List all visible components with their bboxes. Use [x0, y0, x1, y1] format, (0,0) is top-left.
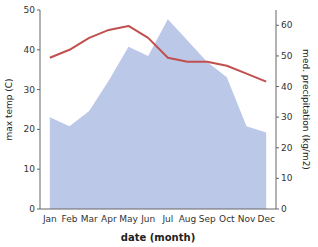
y-tick: [37, 129, 40, 130]
x-tick-label: Jan: [42, 214, 57, 224]
y-tick-label: 20: [24, 124, 36, 134]
y-tick-label: 0: [29, 204, 35, 214]
x-tick-label: Oct: [219, 214, 235, 224]
y2-tick: [276, 117, 279, 118]
y2-tick: [276, 86, 279, 87]
x-tick-label: May: [119, 214, 138, 224]
precipitation-area: [50, 19, 266, 209]
y-tick: [37, 169, 40, 170]
y-tick-label: 30: [24, 85, 36, 95]
y2-tick: [276, 178, 279, 179]
y2-tick: [276, 25, 279, 26]
y2-tick-label: 50: [281, 51, 293, 61]
x-tick-label: Aug: [179, 214, 197, 224]
y2-tick: [276, 147, 279, 148]
y2-axis-label: med. precipitation (kg/m2): [301, 49, 311, 170]
y-tick-label: 50: [24, 5, 36, 15]
x-axis-label: date (month): [121, 232, 195, 243]
plot-data: [50, 19, 266, 209]
x-tick-label: Sep: [199, 214, 216, 224]
x-tick-label: Feb: [62, 214, 78, 224]
y2-tick: [276, 55, 279, 56]
y-tick: [37, 209, 40, 210]
y2-tick-label: 30: [281, 112, 293, 122]
y-tick: [37, 10, 40, 11]
chart-container: 010203040500102030405060JanFebMarAprMayJ…: [0, 0, 318, 247]
y-tick-label: 40: [24, 45, 36, 55]
y2-axis-line: [276, 10, 277, 209]
x-axis-line: [40, 209, 276, 210]
y2-tick: [276, 209, 279, 210]
x-tick-label: Jun: [140, 214, 155, 224]
y-axis-label: max temp (C): [4, 78, 14, 140]
y-tick-label: 10: [24, 164, 36, 174]
x-tick-label: Jul: [161, 214, 173, 224]
y2-tick-label: 40: [281, 82, 293, 92]
y2-tick-label: 20: [281, 143, 293, 153]
y2-tick-label: 0: [281, 204, 287, 214]
chart-svg: 010203040500102030405060JanFebMarAprMayJ…: [0, 0, 318, 247]
y-tick: [37, 49, 40, 50]
x-tick-label: Nov: [238, 214, 256, 224]
y2-tick-label: 10: [281, 173, 293, 183]
temperature-line: [50, 26, 266, 82]
y-tick: [37, 89, 40, 90]
y2-tick-label: 60: [281, 20, 293, 30]
x-tick-label: Dec: [257, 214, 274, 224]
y-axis-line: [40, 10, 41, 209]
x-tick-label: Mar: [81, 214, 98, 224]
x-tick-label: Apr: [101, 214, 117, 224]
